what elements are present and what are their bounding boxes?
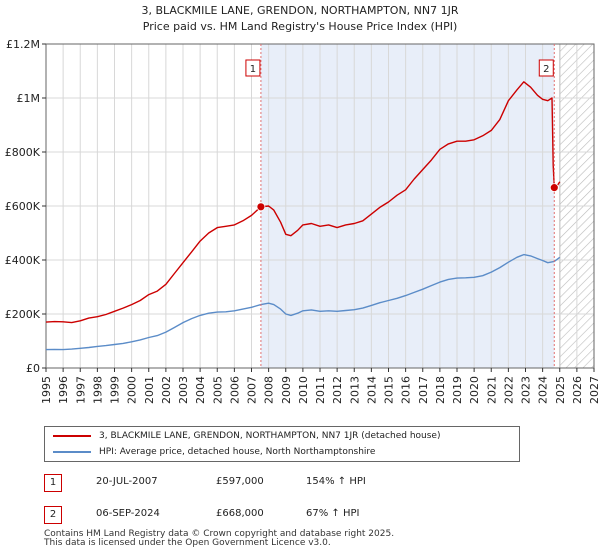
x-tick-label: 2008 xyxy=(263,376,276,404)
chart-title-line2: Price paid vs. HM Land Registry's House … xyxy=(143,20,458,33)
x-tick-label: 2003 xyxy=(177,376,190,404)
sale-row: 1 20-JUL-2007 £597,000 154% ↑ HPI xyxy=(44,474,504,494)
x-tick-label: 2004 xyxy=(194,376,207,404)
sale-point-2 xyxy=(549,183,559,193)
y-tick-label: £400K xyxy=(5,254,41,267)
footer: Contains HM Land Registry data © Crown c… xyxy=(44,530,394,548)
x-tick-label: 2013 xyxy=(348,376,361,404)
x-tick-label: 2026 xyxy=(571,376,584,404)
x-tick-label: 2014 xyxy=(365,376,378,404)
x-tick-label: 2019 xyxy=(451,376,464,404)
footer-copyright: Contains HM Land Registry data © Crown c… xyxy=(44,529,395,539)
x-tick-label: 2025 xyxy=(554,376,567,404)
sale-price: £597,000 xyxy=(216,476,264,487)
x-tick-label: 2002 xyxy=(160,376,173,404)
x-tick-label: 1999 xyxy=(109,376,122,404)
x-tick-label: 2021 xyxy=(485,376,498,404)
x-tick-label: 2024 xyxy=(537,376,550,404)
x-tick-label: 2009 xyxy=(280,376,293,404)
sale-number-badge: 2 xyxy=(44,506,62,524)
sale-label-1: 1 xyxy=(250,64,256,75)
x-tick-label: 2017 xyxy=(417,376,430,404)
y-axis: £0 £200K £400K £600K £800K £1M £1.2M xyxy=(5,38,46,375)
property-price-line xyxy=(45,81,561,324)
x-tick-label: 1996 xyxy=(57,376,70,404)
x-tick-label: 1997 xyxy=(74,376,87,404)
grid-lines xyxy=(45,43,595,369)
x-tick-label: 2011 xyxy=(314,376,327,404)
x-tick-label: 2001 xyxy=(143,376,156,404)
sale-label-2: 2 xyxy=(543,64,549,75)
x-tick-label: 2022 xyxy=(502,376,515,404)
y-tick-label: £800K xyxy=(5,146,41,159)
sale-label-box-2 xyxy=(538,59,554,77)
legend-swatch-property xyxy=(53,435,91,437)
sale-row: 2 06-SEP-2024 £668,000 67% ↑ HPI xyxy=(44,506,504,526)
x-tick-label: 2006 xyxy=(228,376,241,404)
y-tick-label: £600K xyxy=(5,200,41,213)
x-tick-label: 1998 xyxy=(91,376,104,404)
x-axis: 1995 1996 1997 1998 1999 2000 2001 2002 2003 2004… xyxy=(40,368,600,404)
x-tick-label: 2018 xyxy=(434,376,447,404)
sale-date: 06-SEP-2024 xyxy=(96,508,160,519)
chart-title-line1: 3, BLACKMILE LANE, GRENDON, NORTHAMPTON,… xyxy=(141,4,458,17)
x-tick-label: 2027 xyxy=(588,376,600,404)
x-tick-label: 1995 xyxy=(40,376,53,404)
legend-label-property: 3, BLACKMILE LANE, GRENDON, NORTHAMPTON,… xyxy=(99,431,441,441)
x-tick-label: 2005 xyxy=(211,376,224,404)
x-tick-label: 2007 xyxy=(246,376,259,404)
series-lines xyxy=(45,81,561,351)
price-chart: 3, BLACKMILE LANE, GRENDON, NORTHAMPTON,… xyxy=(5,4,600,404)
y-tick-label: £0 xyxy=(26,362,40,375)
hpi-line xyxy=(45,253,561,351)
sale-date: 20-JUL-2007 xyxy=(96,476,158,487)
sale-price: £668,000 xyxy=(216,508,264,519)
sale-point-1 xyxy=(256,202,266,212)
x-tick-label: 2020 xyxy=(468,376,481,404)
y-tick-label: £200K xyxy=(5,308,41,321)
legend-label-hpi: HPI: Average price, detached house, Nort… xyxy=(99,447,376,457)
x-tick-label: 2010 xyxy=(297,376,310,404)
x-tick-label: 2023 xyxy=(520,376,533,404)
y-tick-label: £1.2M xyxy=(6,38,40,51)
x-tick-label: 2016 xyxy=(400,376,413,404)
y-tick-label: £1M xyxy=(17,92,41,105)
footer-licence: This data is licensed under the Open Gov… xyxy=(44,538,331,548)
legend: 3, BLACKMILE LANE, GRENDON, NORTHAMPTON,… xyxy=(44,426,520,462)
x-tick-label: 2012 xyxy=(331,376,344,404)
sale-hpi-change: 67% ↑ HPI xyxy=(306,508,360,519)
sale-label-box-1 xyxy=(245,59,261,77)
x-tick-label: 2000 xyxy=(126,376,139,404)
sale-hpi-change: 154% ↑ HPI xyxy=(306,476,366,487)
legend-swatch-hpi xyxy=(53,451,91,453)
x-tick-label: 2015 xyxy=(383,376,396,404)
sale-number-badge: 1 xyxy=(44,474,62,492)
